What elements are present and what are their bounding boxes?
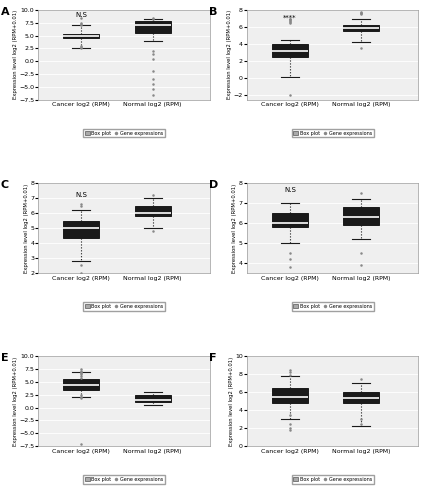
PathPatch shape (343, 24, 379, 30)
Text: N.S: N.S (75, 12, 87, 18)
PathPatch shape (135, 395, 170, 402)
PathPatch shape (64, 380, 99, 390)
Text: D: D (209, 180, 218, 190)
Legend: Box plot, Gene expressions: Box plot, Gene expressions (292, 475, 374, 484)
Y-axis label: Expression level log2 (RPM+0.01): Expression level log2 (RPM+0.01) (229, 356, 234, 446)
Legend: Box plot, Gene expressions: Box plot, Gene expressions (83, 475, 165, 484)
PathPatch shape (343, 207, 379, 225)
PathPatch shape (272, 44, 308, 57)
Text: E: E (1, 353, 8, 363)
Text: A: A (1, 6, 9, 16)
PathPatch shape (135, 22, 170, 33)
Legend: Box plot, Gene expressions: Box plot, Gene expressions (292, 302, 374, 310)
Y-axis label: Expression level log2 (RPM+0.01): Expression level log2 (RPM+0.01) (13, 356, 18, 446)
Legend: Box plot, Gene expressions: Box plot, Gene expressions (292, 128, 374, 138)
PathPatch shape (272, 388, 308, 403)
Text: N.S: N.S (75, 192, 87, 198)
Text: C: C (1, 180, 9, 190)
Text: N.S: N.S (284, 187, 296, 193)
Legend: Box plot, Gene expressions: Box plot, Gene expressions (83, 302, 165, 310)
PathPatch shape (343, 392, 379, 403)
Y-axis label: Expression level log2 (RPM+0.01): Expression level log2 (RPM+0.01) (232, 184, 237, 272)
PathPatch shape (64, 34, 99, 38)
PathPatch shape (64, 220, 99, 238)
Text: ****: **** (283, 14, 296, 20)
Text: B: B (209, 6, 218, 16)
Y-axis label: Expression level log2 (RPM+0.01): Expression level log2 (RPM+0.01) (13, 10, 18, 100)
Y-axis label: Expression level log2 (RPM+0.01): Expression level log2 (RPM+0.01) (24, 184, 29, 272)
PathPatch shape (135, 206, 170, 216)
PathPatch shape (272, 213, 308, 227)
Y-axis label: Expression level log2 (RPM+0.01): Expression level log2 (RPM+0.01) (227, 10, 232, 100)
Legend: Box plot, Gene expressions: Box plot, Gene expressions (83, 128, 165, 138)
Text: F: F (209, 353, 217, 363)
